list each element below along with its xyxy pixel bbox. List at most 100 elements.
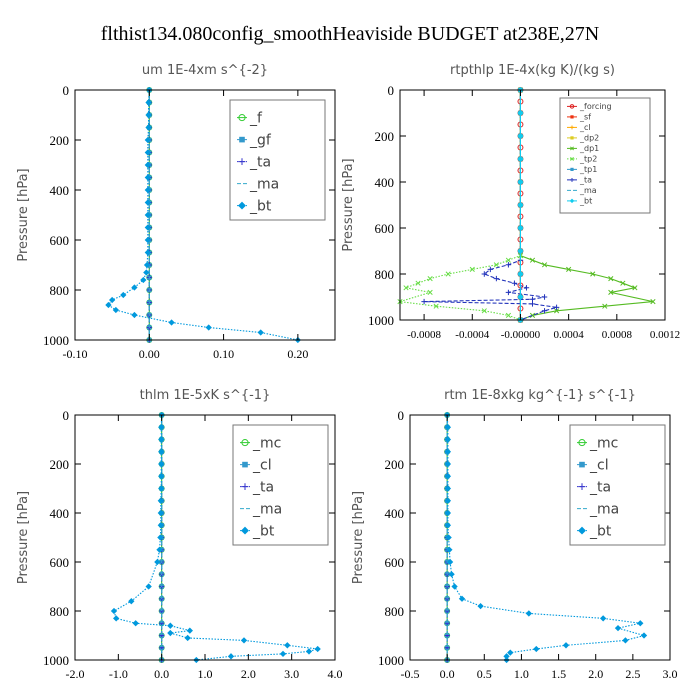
- legend-label: _cl: [589, 458, 609, 474]
- y-axis-label: Pressure [hPa]: [16, 491, 31, 584]
- data-point: [517, 247, 524, 255]
- legend-label: _cl: [579, 123, 591, 132]
- legend-marker: [578, 483, 586, 490]
- legend-entry: _mc: [240, 436, 281, 452]
- legend-entry: _sf: [567, 113, 591, 122]
- x-tick-label: 3.0: [663, 667, 678, 681]
- data-point: [622, 637, 629, 644]
- data-point: [157, 497, 164, 504]
- series-ta: [421, 87, 560, 323]
- data-point: [444, 485, 452, 492]
- data-point: [279, 650, 287, 658]
- data-point: [503, 653, 510, 660]
- data-point: [128, 598, 135, 605]
- x-tick-label: 0.0004: [554, 329, 585, 341]
- data-point: [505, 312, 512, 319]
- data-point: [444, 460, 452, 468]
- data-point: [477, 602, 484, 610]
- data-point: [511, 280, 518, 286]
- legend-entry: _ma: [567, 186, 597, 195]
- legend-marker: [570, 136, 574, 140]
- y-tick-label: 1000: [378, 653, 404, 668]
- data-point: [444, 509, 452, 517]
- data-point: [507, 649, 514, 656]
- legend-entry: _mc: [577, 436, 618, 452]
- legend-entry: _tp2: [567, 155, 597, 164]
- data-point: [517, 178, 524, 186]
- plot-frame: [74, 89, 336, 341]
- data-point: [158, 436, 165, 443]
- y-tick-label: 200: [50, 133, 70, 148]
- data-point: [541, 294, 548, 300]
- legend-entry: _gf: [237, 133, 272, 149]
- legend-entry: _cl: [577, 458, 609, 474]
- data-point: [481, 308, 487, 314]
- data-point: [132, 620, 139, 627]
- legend-label: _ta: [589, 480, 611, 496]
- data-point: [541, 262, 548, 268]
- panel-title: thlm 1E-5xK s^{-1}: [140, 388, 271, 403]
- legend-entry: _tp1: [567, 165, 597, 174]
- panel-title: um 1E-4xm s^{-2}: [142, 63, 268, 78]
- x-tick-label: -0.0004: [455, 329, 489, 341]
- panel-3: thlm 1E-5xK s^{-1} Pressure [hPa] -2.0 -1.0…: [16, 388, 343, 681]
- legend-marker: [569, 104, 575, 109]
- data-point: [167, 622, 174, 629]
- data-point: [640, 632, 648, 639]
- legend-label: _sf: [579, 113, 591, 122]
- data-point: [446, 546, 453, 553]
- legend-label: _bt: [589, 524, 612, 540]
- data-point: [144, 224, 151, 231]
- data-point: [158, 460, 165, 468]
- y-tick-label: 200: [375, 129, 395, 144]
- data-point: [608, 275, 614, 282]
- y-tick-label: 1000: [43, 333, 69, 348]
- y-tick-label: 600: [50, 233, 70, 248]
- x-tick-label: 4.0: [328, 667, 343, 681]
- data-point: [458, 595, 466, 602]
- legend-label: _ta: [579, 176, 592, 185]
- data-point: [529, 257, 536, 263]
- x-tick-label: -1.0: [109, 667, 128, 681]
- legend-marker: [579, 461, 585, 468]
- data-point: [590, 271, 596, 277]
- plot-frame: [409, 414, 671, 661]
- x-tick-label: 0.0008: [602, 329, 633, 341]
- data-point: [144, 211, 151, 219]
- x-tick-label: -0.0008: [407, 329, 441, 341]
- figure-title: flthist134.080config_smoothHeaviside BUD…: [101, 23, 599, 45]
- x-tick-label: 1.0: [514, 667, 529, 681]
- data-point: [144, 161, 151, 169]
- legend-entry: _ta: [240, 480, 274, 496]
- legend-entry: _cl: [567, 123, 591, 132]
- data-point: [553, 304, 560, 311]
- y-tick-label: 800: [375, 267, 395, 282]
- legend-marker: [238, 158, 246, 165]
- data-point: [448, 571, 455, 578]
- data-point: [143, 261, 151, 269]
- data-point: [566, 266, 572, 273]
- x-tick-label: 0.00: [139, 347, 160, 361]
- data-point: [608, 289, 614, 296]
- data-point: [517, 293, 524, 301]
- x-tick-label: -2.0: [66, 667, 85, 681]
- panel-title: rtpthlp 1E-4x(kg K)/(kg s): [450, 63, 615, 78]
- data-point: [620, 280, 626, 286]
- panel-1: um 1E-4xm s^{-2} Pressure [hPa] -0.10 0.00 0…: [16, 63, 336, 361]
- y-tick-label: 800: [385, 604, 405, 619]
- data-point: [632, 285, 638, 291]
- data-point: [505, 262, 512, 268]
- legend-label: _forcing: [579, 102, 612, 111]
- data-point: [599, 615, 607, 622]
- y-tick-label: 200: [50, 457, 70, 472]
- y-tick-label: 0: [398, 408, 405, 423]
- legend-label: _ma: [249, 177, 279, 193]
- data-point: [469, 266, 475, 273]
- legend-marker: [241, 526, 249, 535]
- y-axis-label: Pressure [hPa]: [16, 168, 31, 261]
- series-line: [446, 414, 647, 660]
- data-point: [517, 132, 524, 140]
- x-tick-label: -0.5: [401, 667, 420, 681]
- legend-entry: _dp1: [567, 144, 599, 153]
- data-point: [120, 291, 127, 299]
